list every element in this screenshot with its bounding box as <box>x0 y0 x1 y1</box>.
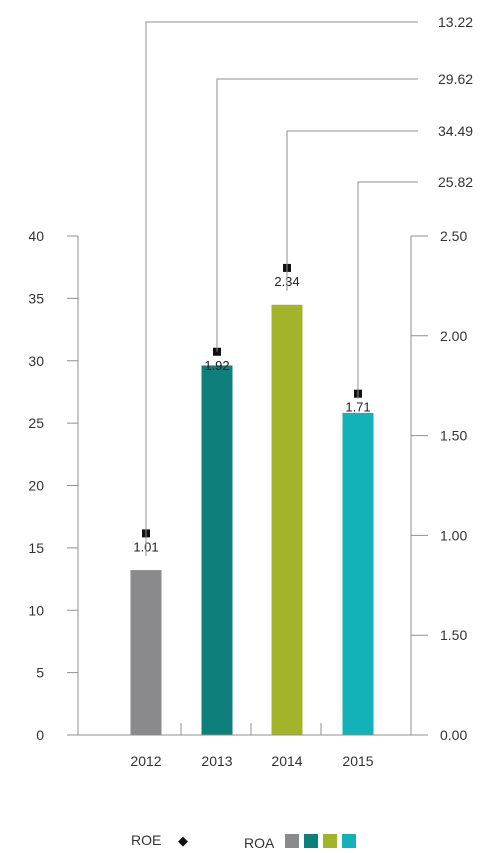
legend-roa-swatch <box>304 834 318 848</box>
roe-callouts: 13.22 29.62 34.49 25.82 <box>145 14 473 557</box>
x-tick-label: 2014 <box>271 753 302 769</box>
legend-roa-swatch <box>323 834 337 848</box>
left-tick-label: 10 <box>28 602 44 618</box>
roa-marker <box>213 347 221 356</box>
legend-roe-label: ROE <box>131 832 161 848</box>
x-tick-label: 2012 <box>130 753 161 769</box>
x-tick-label: 2013 <box>201 753 232 769</box>
left-tick-label: 35 <box>28 290 44 306</box>
legend-roa-swatch <box>342 834 356 848</box>
legend-roe-diamond-icon: ◆ <box>178 833 188 848</box>
bars: 1.011.922.341.71 <box>130 263 374 735</box>
roe-value-label: 29.62 <box>438 71 473 87</box>
roe-callout-line <box>216 78 418 352</box>
roe-bar <box>130 570 162 735</box>
legend: ROE ◆ ROA <box>131 832 356 851</box>
roe-callout-line <box>357 181 418 399</box>
right-tick-label: 1.00 <box>440 527 467 543</box>
roe-callout-line <box>286 130 418 291</box>
left-tick-label: 30 <box>28 353 44 369</box>
roe-callout-line <box>145 21 418 557</box>
right-tick-label: 1.50 <box>440 428 467 444</box>
left-tick-label: 0 <box>36 727 44 743</box>
roa-value-label: 1.92 <box>204 358 229 373</box>
left-axis: 0 5 10 15 20 25 30 35 40 <box>28 228 79 743</box>
legend-roa-swatches <box>285 834 356 848</box>
left-tick-label: 15 <box>28 540 44 556</box>
legend-roa-swatch <box>285 834 299 848</box>
roa-value-label: 1.71 <box>345 400 370 415</box>
legend-roa-label: ROA <box>244 835 275 851</box>
right-tick-label: 1.50 <box>440 627 467 643</box>
roe-bar <box>271 304 303 735</box>
roe-bar <box>201 365 233 735</box>
x-axis: 2012 2013 2014 2015 <box>78 723 411 769</box>
left-tick-label: 25 <box>28 415 44 431</box>
right-tick-label: 0.00 <box>440 727 467 743</box>
roe-value-label: 13.22 <box>438 14 473 30</box>
left-tick-label: 20 <box>28 478 44 494</box>
right-axis: 0.00 1.50 1.00 1.50 2.00 2.50 <box>410 228 467 743</box>
right-tick-label: 2.50 <box>440 228 467 244</box>
roe-bar <box>342 412 374 735</box>
roe-value-label: 34.49 <box>438 123 473 139</box>
roe-value-label: 25.82 <box>438 174 473 190</box>
left-tick-label: 40 <box>28 228 44 244</box>
x-tick-label: 2015 <box>342 753 373 769</box>
right-tick-label: 2.00 <box>440 328 467 344</box>
left-tick-label: 5 <box>36 665 44 681</box>
